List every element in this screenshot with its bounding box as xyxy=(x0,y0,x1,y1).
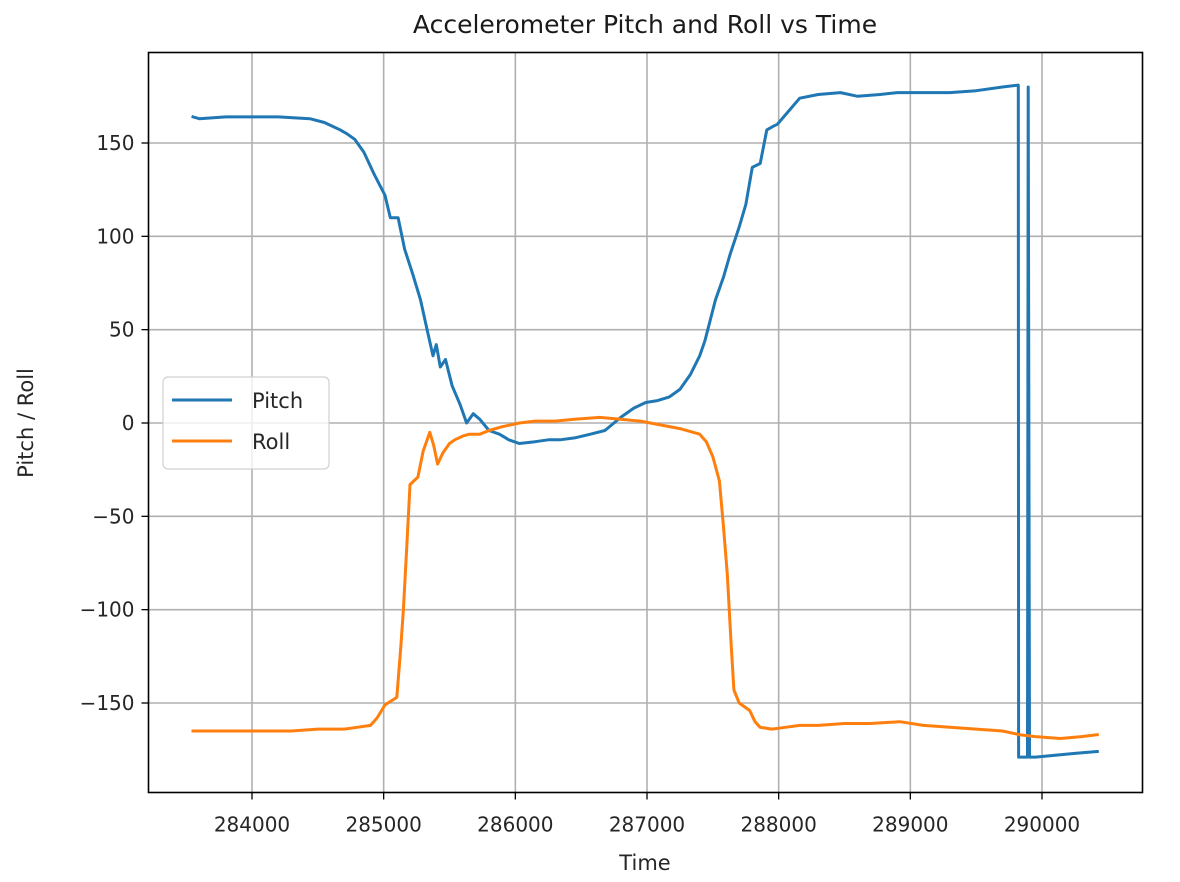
x-tick-label: 284000 xyxy=(214,813,290,837)
legend-label-roll: Roll xyxy=(252,430,290,454)
axes-frame xyxy=(147,51,1144,794)
x-tick-label: 285000 xyxy=(345,813,421,837)
legend-label-pitch: Pitch xyxy=(252,389,303,413)
y-tick-label: −100 xyxy=(80,598,135,622)
series-line-roll xyxy=(191,415,1099,740)
x-tick-label: 289000 xyxy=(872,813,948,837)
y-tick-label: 50 xyxy=(109,318,134,342)
x-tick-label: 290000 xyxy=(1004,813,1080,837)
x-axis-label: Time xyxy=(618,851,670,875)
legend-box xyxy=(162,376,330,470)
y-tick-label: 100 xyxy=(96,224,134,248)
y-tick-label: 150 xyxy=(96,131,134,155)
axis-ticks: 284000 285000 286000 287000 288000 289000 2900… xyxy=(80,131,1081,837)
y-tick-label: −150 xyxy=(80,691,135,715)
legend: Pitch Roll xyxy=(162,376,330,470)
plot-lines xyxy=(191,83,1099,759)
series-line-pitch xyxy=(191,83,1099,759)
y-axis-label: Pitch / Roll xyxy=(14,368,38,478)
x-tick-label: 288000 xyxy=(740,813,816,837)
chart-title: Accelerometer Pitch and Roll vs Time xyxy=(413,10,877,39)
y-tick-label: −50 xyxy=(92,504,134,528)
y-tick-label: 0 xyxy=(122,411,135,435)
x-tick-label: 287000 xyxy=(609,813,685,837)
x-tick-label: 286000 xyxy=(477,813,553,837)
